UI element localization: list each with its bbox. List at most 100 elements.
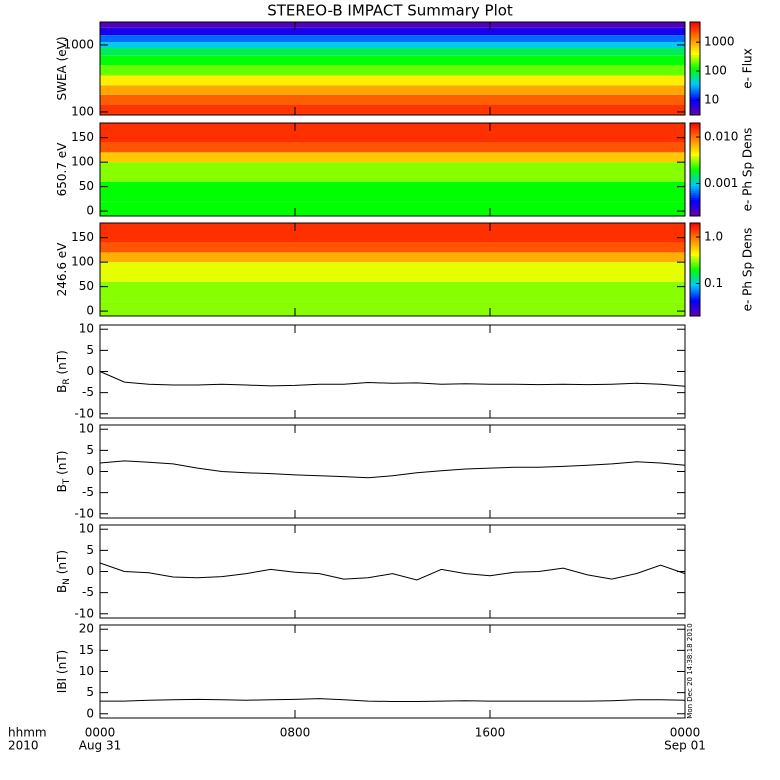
spectrogram-band: [100, 35, 685, 43]
colorbar-label: e- Flux: [741, 48, 755, 88]
colorbar-tick-label: 1000: [704, 35, 735, 49]
colorbar-tick-label: 0.1: [704, 276, 723, 290]
panel-frame: [99, 424, 686, 519]
colorbar-step: [690, 183, 700, 187]
y-tick-label: 0: [86, 204, 94, 218]
colorbar-step: [690, 129, 700, 133]
spectrogram-band: [100, 262, 685, 282]
spectrogram-band: [100, 48, 685, 56]
colorbar-step: [690, 204, 700, 208]
colorbar-step: [690, 153, 700, 157]
spectrogram-band: [100, 162, 685, 182]
y-tick-label: 0: [86, 464, 94, 478]
colorbar-step: [690, 82, 700, 86]
colorbar-step: [690, 257, 700, 261]
colorbar-step: [690, 127, 700, 131]
colorbar-step: [690, 213, 700, 217]
colorbar-step: [690, 134, 700, 138]
colorbar-step: [690, 105, 700, 109]
colorbar-step: [690, 225, 700, 229]
colorbar-step: [690, 295, 700, 298]
y-tick-label: 5: [86, 543, 94, 557]
colorbar-frame: [689, 222, 701, 317]
spectrogram-band: [100, 223, 685, 243]
colorbar-step: [690, 281, 700, 284]
colorbar-step: [690, 199, 700, 203]
colorbar-step: [690, 94, 700, 97]
colorbar-frame: [689, 21, 701, 116]
colorbar-step: [690, 77, 700, 81]
colorbar-step: [690, 33, 700, 37]
y-tick-label: -10: [74, 506, 94, 520]
colorbar-step: [690, 132, 700, 136]
colorbar-step: [690, 155, 700, 159]
colorbar-step: [690, 162, 700, 166]
y-tick-label: 50: [79, 279, 94, 293]
colorbar-step: [690, 246, 700, 250]
spectrogram-band: [100, 55, 685, 66]
colorbar-step: [690, 54, 700, 58]
colorbar-step: [690, 101, 700, 104]
spectrogram-band: [100, 201, 685, 216]
y-axis-label: BN (nT): [55, 550, 72, 593]
colorbar-step: [690, 139, 700, 143]
y-axis-label-sub: N: [62, 578, 72, 585]
colorbar-tick-label: 0.010: [704, 129, 738, 143]
colorbar-step: [690, 42, 700, 46]
colorbar-step: [690, 202, 700, 205]
colorbar-step: [690, 185, 700, 189]
colorbar-step: [690, 206, 700, 210]
colorbar-step: [690, 47, 700, 51]
colorbar-tick-label: 0.001: [704, 176, 738, 190]
spectrogram-band: [100, 65, 685, 76]
colorbar-step: [690, 160, 700, 164]
spectrogram-band: [100, 75, 685, 86]
colorbar-step: [690, 75, 700, 79]
y-tick-label: 0: [86, 706, 94, 720]
colorbar-step: [690, 141, 700, 145]
colorbar-step: [690, 96, 700, 100]
colorbar-step: [690, 84, 700, 88]
colorbar-step: [690, 276, 700, 280]
colorbar-step: [690, 260, 700, 264]
colorbar-step: [690, 255, 700, 259]
spectrogram-band: [100, 22, 685, 28]
timestamp: Mon Dec 20 14:38:18 2010: [686, 623, 694, 718]
colorbar-step: [690, 174, 700, 177]
y-axis-label: 246.6 eV: [55, 242, 69, 297]
colorbar-step: [690, 26, 700, 30]
colorbar-step: [690, 264, 700, 268]
colorbar-step: [690, 45, 700, 49]
y-axis-label-unit: (nT): [55, 451, 69, 479]
colorbar-step: [690, 143, 700, 147]
y-axis-label-main: B: [55, 484, 69, 492]
colorbar-step: [690, 248, 700, 252]
spectrogram-band: [100, 123, 685, 143]
colorbar-tick-label: 10: [704, 92, 719, 106]
y-tick-label: 10: [79, 422, 94, 436]
colorbar-step: [690, 103, 700, 107]
spectrogram-band: [100, 252, 685, 263]
y-axis-label-sub: R: [62, 378, 72, 384]
colorbar-step: [690, 24, 700, 28]
panel-frame: [99, 324, 686, 419]
y-tick-label: 0: [86, 304, 94, 318]
panel-frame: [99, 222, 686, 317]
colorbar-step: [690, 52, 700, 56]
colorbar-step: [690, 98, 700, 102]
data-line: [99, 562, 686, 581]
x-tick-label: 0000: [670, 726, 701, 740]
colorbar-step: [690, 63, 700, 67]
colorbar-step: [690, 49, 700, 53]
colorbar-step: [690, 73, 700, 76]
colorbar-step: [690, 250, 700, 254]
colorbar-step: [690, 171, 700, 175]
spectrogram-band: [100, 142, 685, 153]
spectrogram-band: [100, 27, 685, 36]
colorbar-step: [690, 234, 700, 238]
data-line: [99, 460, 686, 479]
y-tick-label: -5: [82, 485, 94, 499]
colorbar-tick-label: 100: [704, 64, 727, 78]
y-tick-label: 150: [71, 230, 94, 244]
colorbar-label: e- Ph Sp Dens: [741, 128, 755, 212]
